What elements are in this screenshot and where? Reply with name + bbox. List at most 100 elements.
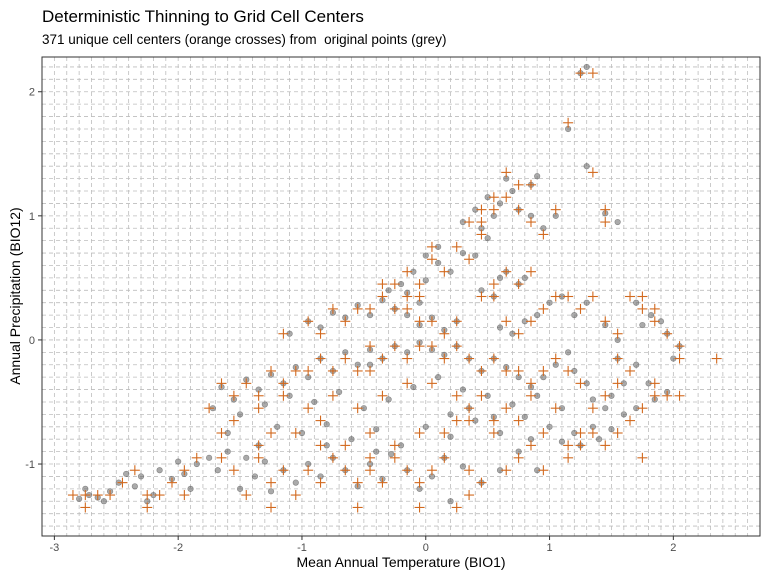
cell-center-cross [513,365,524,376]
cell-center-cross [538,428,549,439]
cell-center-cross [253,440,264,451]
cell-center-cross [501,465,512,476]
cell-center-cross [451,415,462,426]
cell-center-cross [439,328,450,339]
cell-center-cross [525,179,536,190]
cell-center-cross [464,353,475,364]
cell-center-cross [179,490,190,501]
cell-center-cross [525,378,536,389]
original-point [292,479,299,486]
original-point [131,483,138,490]
original-point [387,450,395,458]
cell-center-cross [216,452,227,463]
cell-center-cross [228,415,239,426]
cell-center-cross [414,316,425,327]
original-point [534,312,541,319]
original-point [546,299,553,306]
original-point [614,218,621,226]
cell-center-cross [538,229,549,240]
cell-center-cross [414,502,425,513]
original-point [137,473,145,480]
cell-center-cross [241,378,252,389]
cell-center-cross [513,415,524,426]
cell-center-cross [377,477,388,488]
original-point [156,467,163,474]
original-point [633,299,640,306]
original-point [206,454,213,461]
cell-center-cross [327,303,338,314]
cell-center-cross [377,291,388,302]
cell-center-cross [340,353,351,364]
cell-center-cross [612,378,623,389]
cell-center-cross [389,341,400,352]
original-point [558,438,566,445]
cell-center-cross [439,353,450,364]
original-point [274,423,281,430]
original-point [459,463,466,470]
cell-center-cross [575,428,586,439]
cell-center-cross [587,291,598,302]
original-point [348,436,355,443]
original-point [385,287,392,294]
cell-center-cross [426,241,437,252]
cell-center-cross [587,403,598,414]
original-point [447,433,454,440]
cell-center-cross [550,403,561,414]
cell-center-cross [266,365,277,376]
cell-center-cross [464,415,475,426]
cell-center-cross [525,316,536,327]
cell-center-cross [600,440,611,451]
cell-center-cross [525,217,536,228]
original-point [620,411,627,418]
original-point [496,324,504,331]
original-point [521,413,528,420]
cell-center-cross [662,390,673,401]
cell-center-cross [327,365,338,376]
cell-center-cross [513,279,524,290]
cell-center-cross [587,68,598,79]
original-point [589,396,596,403]
original-point [602,405,609,412]
cell-center-cross [476,477,487,488]
cell-center-cross [711,353,722,364]
cell-center-cross [513,204,524,215]
original-point [373,426,380,433]
cell-center-cross [402,266,413,277]
cell-centers-layer [67,68,722,513]
cell-center-cross [426,378,437,389]
cell-center-cross [464,465,475,476]
cell-center-cross [129,465,140,476]
cell-center-cross [513,328,524,339]
cell-center-cross [674,390,685,401]
cell-center-cross [315,440,326,451]
cell-center-cross [575,440,586,451]
cell-center-cross [587,428,598,439]
cell-center-cross [501,266,512,277]
cell-center-cross [290,365,301,376]
original-point [583,299,590,306]
cell-center-cross [426,254,437,265]
original-point [100,498,107,505]
original-point [565,349,572,356]
cell-center-cross [253,452,264,463]
original-point [311,398,318,406]
cell-center-cross [476,291,487,302]
original-point [608,426,615,433]
cell-center-cross [253,390,264,401]
cell-center-cross [266,502,277,513]
cell-center-cross [278,328,289,339]
original-point [236,411,244,418]
cell-center-cross [649,303,660,314]
cell-center-cross [142,490,153,501]
cell-center-cross [402,353,413,364]
original-point [187,485,194,492]
original-point [175,458,182,465]
grid-lines [41,57,761,536]
cell-center-cross [303,465,314,476]
cell-center-cross [352,477,363,488]
cell-center-cross [278,465,289,476]
cell-center-cross [550,353,561,364]
y-tick-label: 0 [29,335,35,347]
cell-center-cross [637,452,648,463]
